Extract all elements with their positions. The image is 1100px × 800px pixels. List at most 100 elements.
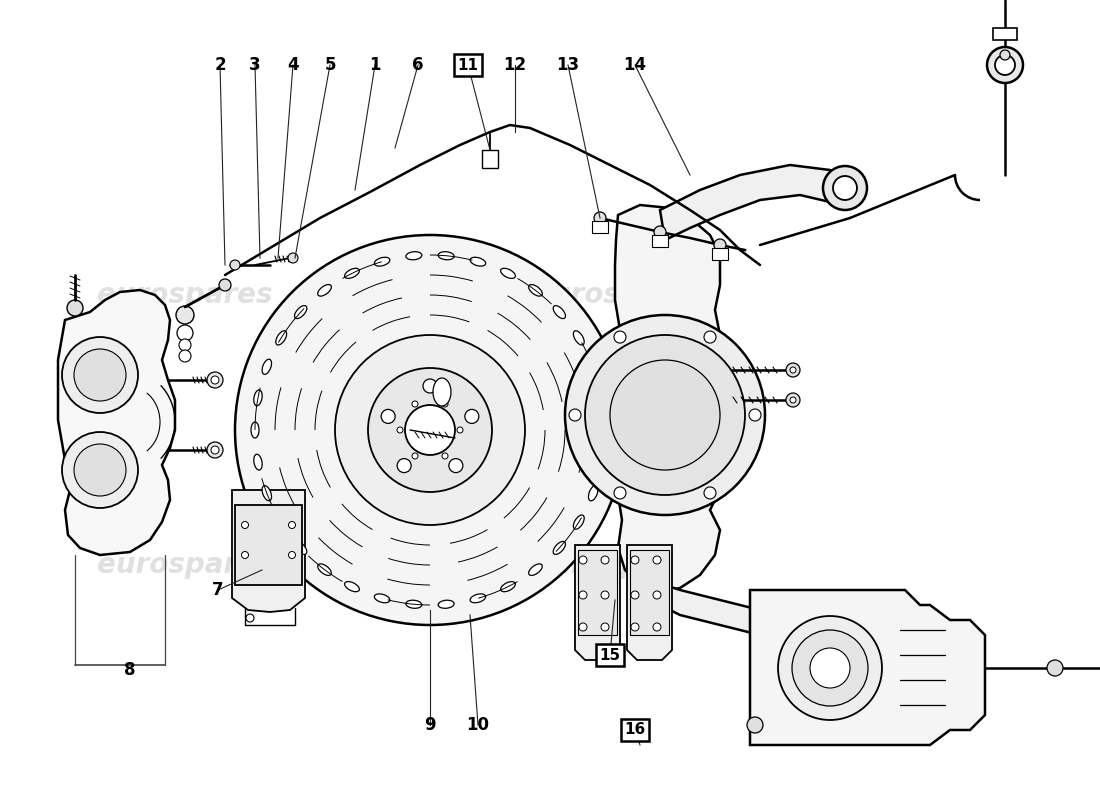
Circle shape — [207, 442, 223, 458]
Circle shape — [177, 325, 192, 341]
Circle shape — [207, 372, 223, 388]
Polygon shape — [627, 545, 672, 660]
Circle shape — [653, 556, 661, 564]
Ellipse shape — [573, 515, 584, 530]
Circle shape — [631, 623, 639, 631]
Circle shape — [790, 367, 796, 373]
Circle shape — [631, 556, 639, 564]
Bar — [630, 550, 669, 635]
Ellipse shape — [553, 306, 565, 318]
Circle shape — [1000, 50, 1010, 60]
Circle shape — [242, 522, 249, 529]
Circle shape — [449, 458, 463, 473]
Circle shape — [179, 339, 191, 351]
Circle shape — [704, 487, 716, 499]
Circle shape — [987, 47, 1023, 83]
Ellipse shape — [573, 330, 584, 345]
Ellipse shape — [470, 258, 486, 266]
Ellipse shape — [438, 600, 454, 608]
Circle shape — [235, 235, 625, 625]
Circle shape — [654, 226, 666, 238]
Ellipse shape — [597, 454, 606, 470]
Circle shape — [412, 453, 418, 459]
Ellipse shape — [601, 422, 609, 438]
Polygon shape — [660, 165, 845, 240]
Circle shape — [823, 166, 867, 210]
Circle shape — [442, 401, 448, 407]
Circle shape — [62, 432, 138, 508]
Ellipse shape — [262, 359, 272, 374]
Circle shape — [62, 337, 138, 413]
Text: 7: 7 — [212, 581, 223, 599]
Ellipse shape — [318, 285, 331, 296]
Ellipse shape — [344, 268, 360, 278]
Ellipse shape — [433, 378, 451, 406]
Circle shape — [747, 717, 763, 733]
Circle shape — [786, 393, 800, 407]
Text: 13: 13 — [557, 56, 580, 74]
Circle shape — [778, 616, 882, 720]
Circle shape — [405, 405, 455, 455]
Ellipse shape — [438, 252, 454, 260]
Circle shape — [219, 279, 231, 291]
Bar — [652, 235, 668, 247]
Circle shape — [569, 409, 581, 421]
Circle shape — [786, 363, 800, 377]
Text: 4: 4 — [287, 56, 299, 74]
Circle shape — [382, 410, 395, 423]
Circle shape — [336, 335, 525, 525]
Polygon shape — [575, 545, 620, 660]
Ellipse shape — [470, 594, 486, 602]
Bar — [578, 550, 617, 635]
Circle shape — [653, 623, 661, 631]
Circle shape — [176, 306, 194, 324]
Ellipse shape — [295, 542, 307, 554]
Text: eurospares: eurospares — [532, 551, 707, 579]
Circle shape — [1047, 660, 1063, 676]
Text: 5: 5 — [324, 56, 336, 74]
Circle shape — [565, 315, 764, 515]
Ellipse shape — [588, 486, 598, 501]
Polygon shape — [615, 205, 730, 592]
Circle shape — [601, 556, 609, 564]
Bar — [712, 248, 728, 260]
Circle shape — [825, 635, 845, 655]
Circle shape — [74, 444, 126, 496]
Circle shape — [653, 591, 661, 599]
Text: 3: 3 — [250, 56, 261, 74]
Circle shape — [579, 556, 587, 564]
Ellipse shape — [529, 285, 542, 296]
Bar — [993, 28, 1018, 40]
Text: 8: 8 — [124, 661, 135, 679]
Circle shape — [230, 260, 240, 270]
Circle shape — [704, 331, 716, 343]
Ellipse shape — [406, 600, 421, 608]
Circle shape — [456, 427, 463, 433]
Circle shape — [810, 648, 850, 688]
Text: 2: 2 — [214, 56, 225, 74]
Circle shape — [996, 55, 1015, 75]
Ellipse shape — [374, 258, 389, 266]
Ellipse shape — [262, 486, 272, 501]
Circle shape — [397, 458, 411, 473]
Text: 10: 10 — [466, 716, 490, 734]
Ellipse shape — [374, 594, 389, 602]
Circle shape — [211, 376, 219, 384]
Circle shape — [465, 410, 478, 423]
Circle shape — [714, 239, 726, 251]
Circle shape — [288, 551, 296, 558]
Text: eurospares: eurospares — [97, 551, 273, 579]
Ellipse shape — [276, 330, 287, 345]
Ellipse shape — [500, 268, 516, 278]
Circle shape — [790, 397, 796, 403]
Circle shape — [442, 453, 448, 459]
Circle shape — [397, 427, 403, 433]
Bar — [235, 505, 302, 585]
Circle shape — [242, 551, 249, 558]
Circle shape — [792, 630, 868, 706]
Circle shape — [368, 368, 492, 492]
Circle shape — [288, 522, 296, 529]
Text: 12: 12 — [504, 56, 527, 74]
Bar — [482, 150, 498, 168]
Circle shape — [67, 300, 82, 316]
